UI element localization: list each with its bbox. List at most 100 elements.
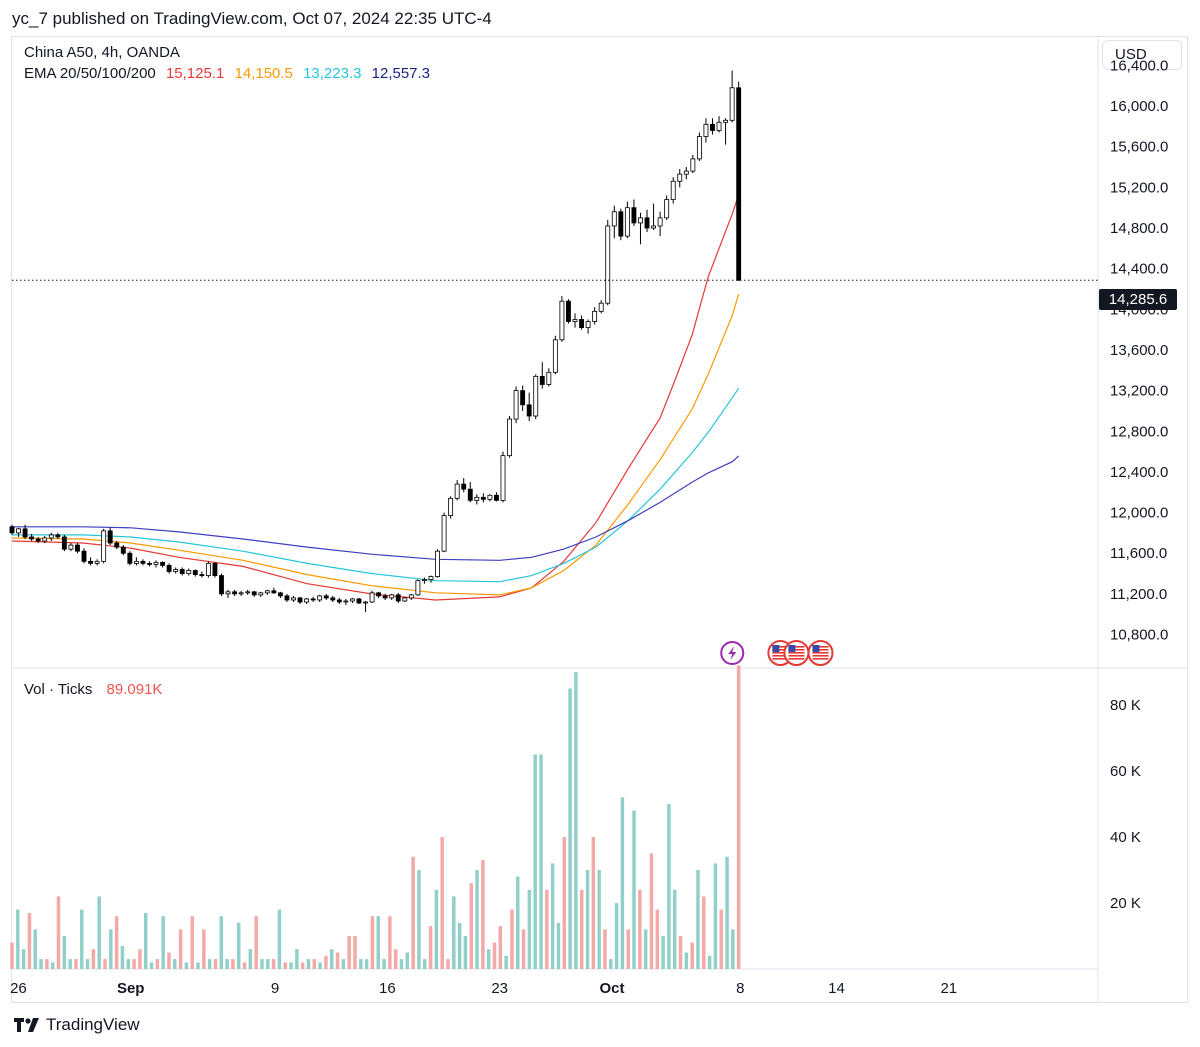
volume-bar (359, 959, 363, 969)
candle (716, 116, 722, 133)
volume-bar (574, 672, 578, 969)
candle (546, 368, 552, 387)
volume-bar (219, 916, 224, 969)
volume-bar (516, 876, 520, 969)
candle (690, 154, 696, 174)
volume-bar (492, 942, 497, 969)
ema-50-value: 14,150.5 (234, 65, 293, 82)
candle (179, 567, 185, 576)
volume-tick-label: 80 K (1110, 697, 1141, 714)
candle (94, 559, 100, 566)
volume-bar (236, 922, 241, 969)
volume-bar (149, 962, 154, 969)
volume-bar (678, 936, 683, 969)
volume-bar (672, 889, 677, 969)
candle (147, 561, 152, 567)
volume-bar (97, 896, 101, 969)
volume-bar (68, 959, 72, 969)
volume-bar (27, 912, 32, 969)
candle (664, 195, 670, 220)
volume-bar (202, 929, 206, 969)
price-tick-label: 12,000.0 (1110, 505, 1168, 522)
candle (22, 524, 28, 539)
price-tick-label: 10,800.0 (1110, 627, 1168, 644)
us-flag-event-icon[interactable] (807, 640, 834, 666)
volume-bar (411, 856, 415, 969)
volume-bar (318, 962, 322, 969)
candle (107, 527, 113, 546)
candle (651, 203, 656, 231)
candle (382, 593, 388, 600)
volume-bar (161, 916, 165, 969)
candle (389, 593, 395, 600)
date-tick-label: 26 (10, 980, 27, 997)
volume-bar (667, 804, 671, 969)
volume-bar (126, 959, 131, 969)
candle (264, 589, 270, 595)
volume-bar (370, 916, 375, 969)
volume-bar (143, 912, 148, 969)
volume-bar (603, 929, 607, 969)
candle (696, 132, 702, 161)
candle (186, 568, 192, 576)
candle (245, 589, 251, 595)
volume-bar (178, 929, 183, 969)
candle (402, 596, 408, 602)
volume-bar (707, 955, 712, 969)
volume-bar (638, 889, 642, 969)
candle (219, 573, 224, 596)
volume-bar (452, 896, 456, 969)
volume-bar (324, 955, 328, 969)
candle (349, 597, 355, 604)
ema-line-100 (12, 387, 740, 583)
price-tick-label: 16,400.0 (1110, 57, 1168, 74)
us-flag-event-icon[interactable] (783, 640, 810, 666)
candle (317, 594, 323, 602)
volume-bar (277, 909, 282, 969)
candle (507, 416, 512, 458)
volume-bar (469, 883, 474, 969)
volume-bar (213, 959, 218, 969)
ema-line-50 (11, 293, 740, 596)
candle (284, 593, 290, 602)
volume-bar (39, 959, 43, 969)
lightning-event-icon[interactable] (720, 641, 745, 665)
volume-bar (347, 936, 351, 969)
volume-bar (341, 959, 346, 969)
volume-bar (289, 962, 293, 969)
price-tick-label: 16,000.0 (1110, 98, 1168, 115)
candle (330, 595, 336, 602)
candle (723, 118, 729, 145)
date-tick-label: 8 (736, 980, 744, 997)
candle (572, 313, 578, 328)
candle (624, 201, 630, 239)
volume-bar (713, 863, 718, 969)
publish-info: yc_7 published on TradingView.com, Oct 0… (12, 9, 492, 28)
candle (559, 296, 565, 342)
candle (513, 386, 519, 424)
candle (166, 563, 172, 574)
volume-bar (254, 916, 258, 969)
candle (310, 596, 316, 602)
candle (323, 593, 329, 600)
candle (88, 557, 93, 566)
candle (153, 560, 159, 568)
volume-bar (684, 952, 689, 969)
price-tick-label: 11,200.0 (1110, 586, 1167, 603)
volume-bar (271, 959, 276, 969)
candle (638, 212, 643, 245)
currency-button[interactable]: USD (1102, 40, 1182, 70)
candle (205, 561, 211, 578)
volume-tick-label: 60 K (1110, 763, 1141, 780)
ema-label: EMA 20/50/100/200 (24, 65, 156, 82)
volume-bar (446, 959, 450, 969)
volume-bar (550, 863, 555, 969)
volume-bar (74, 959, 78, 969)
candle (487, 494, 493, 502)
volume-bar (80, 909, 84, 969)
volume-bar (719, 909, 723, 969)
price-tick-label: 15,200.0 (1110, 179, 1168, 196)
volume-bar (591, 837, 596, 969)
candle (710, 118, 715, 135)
